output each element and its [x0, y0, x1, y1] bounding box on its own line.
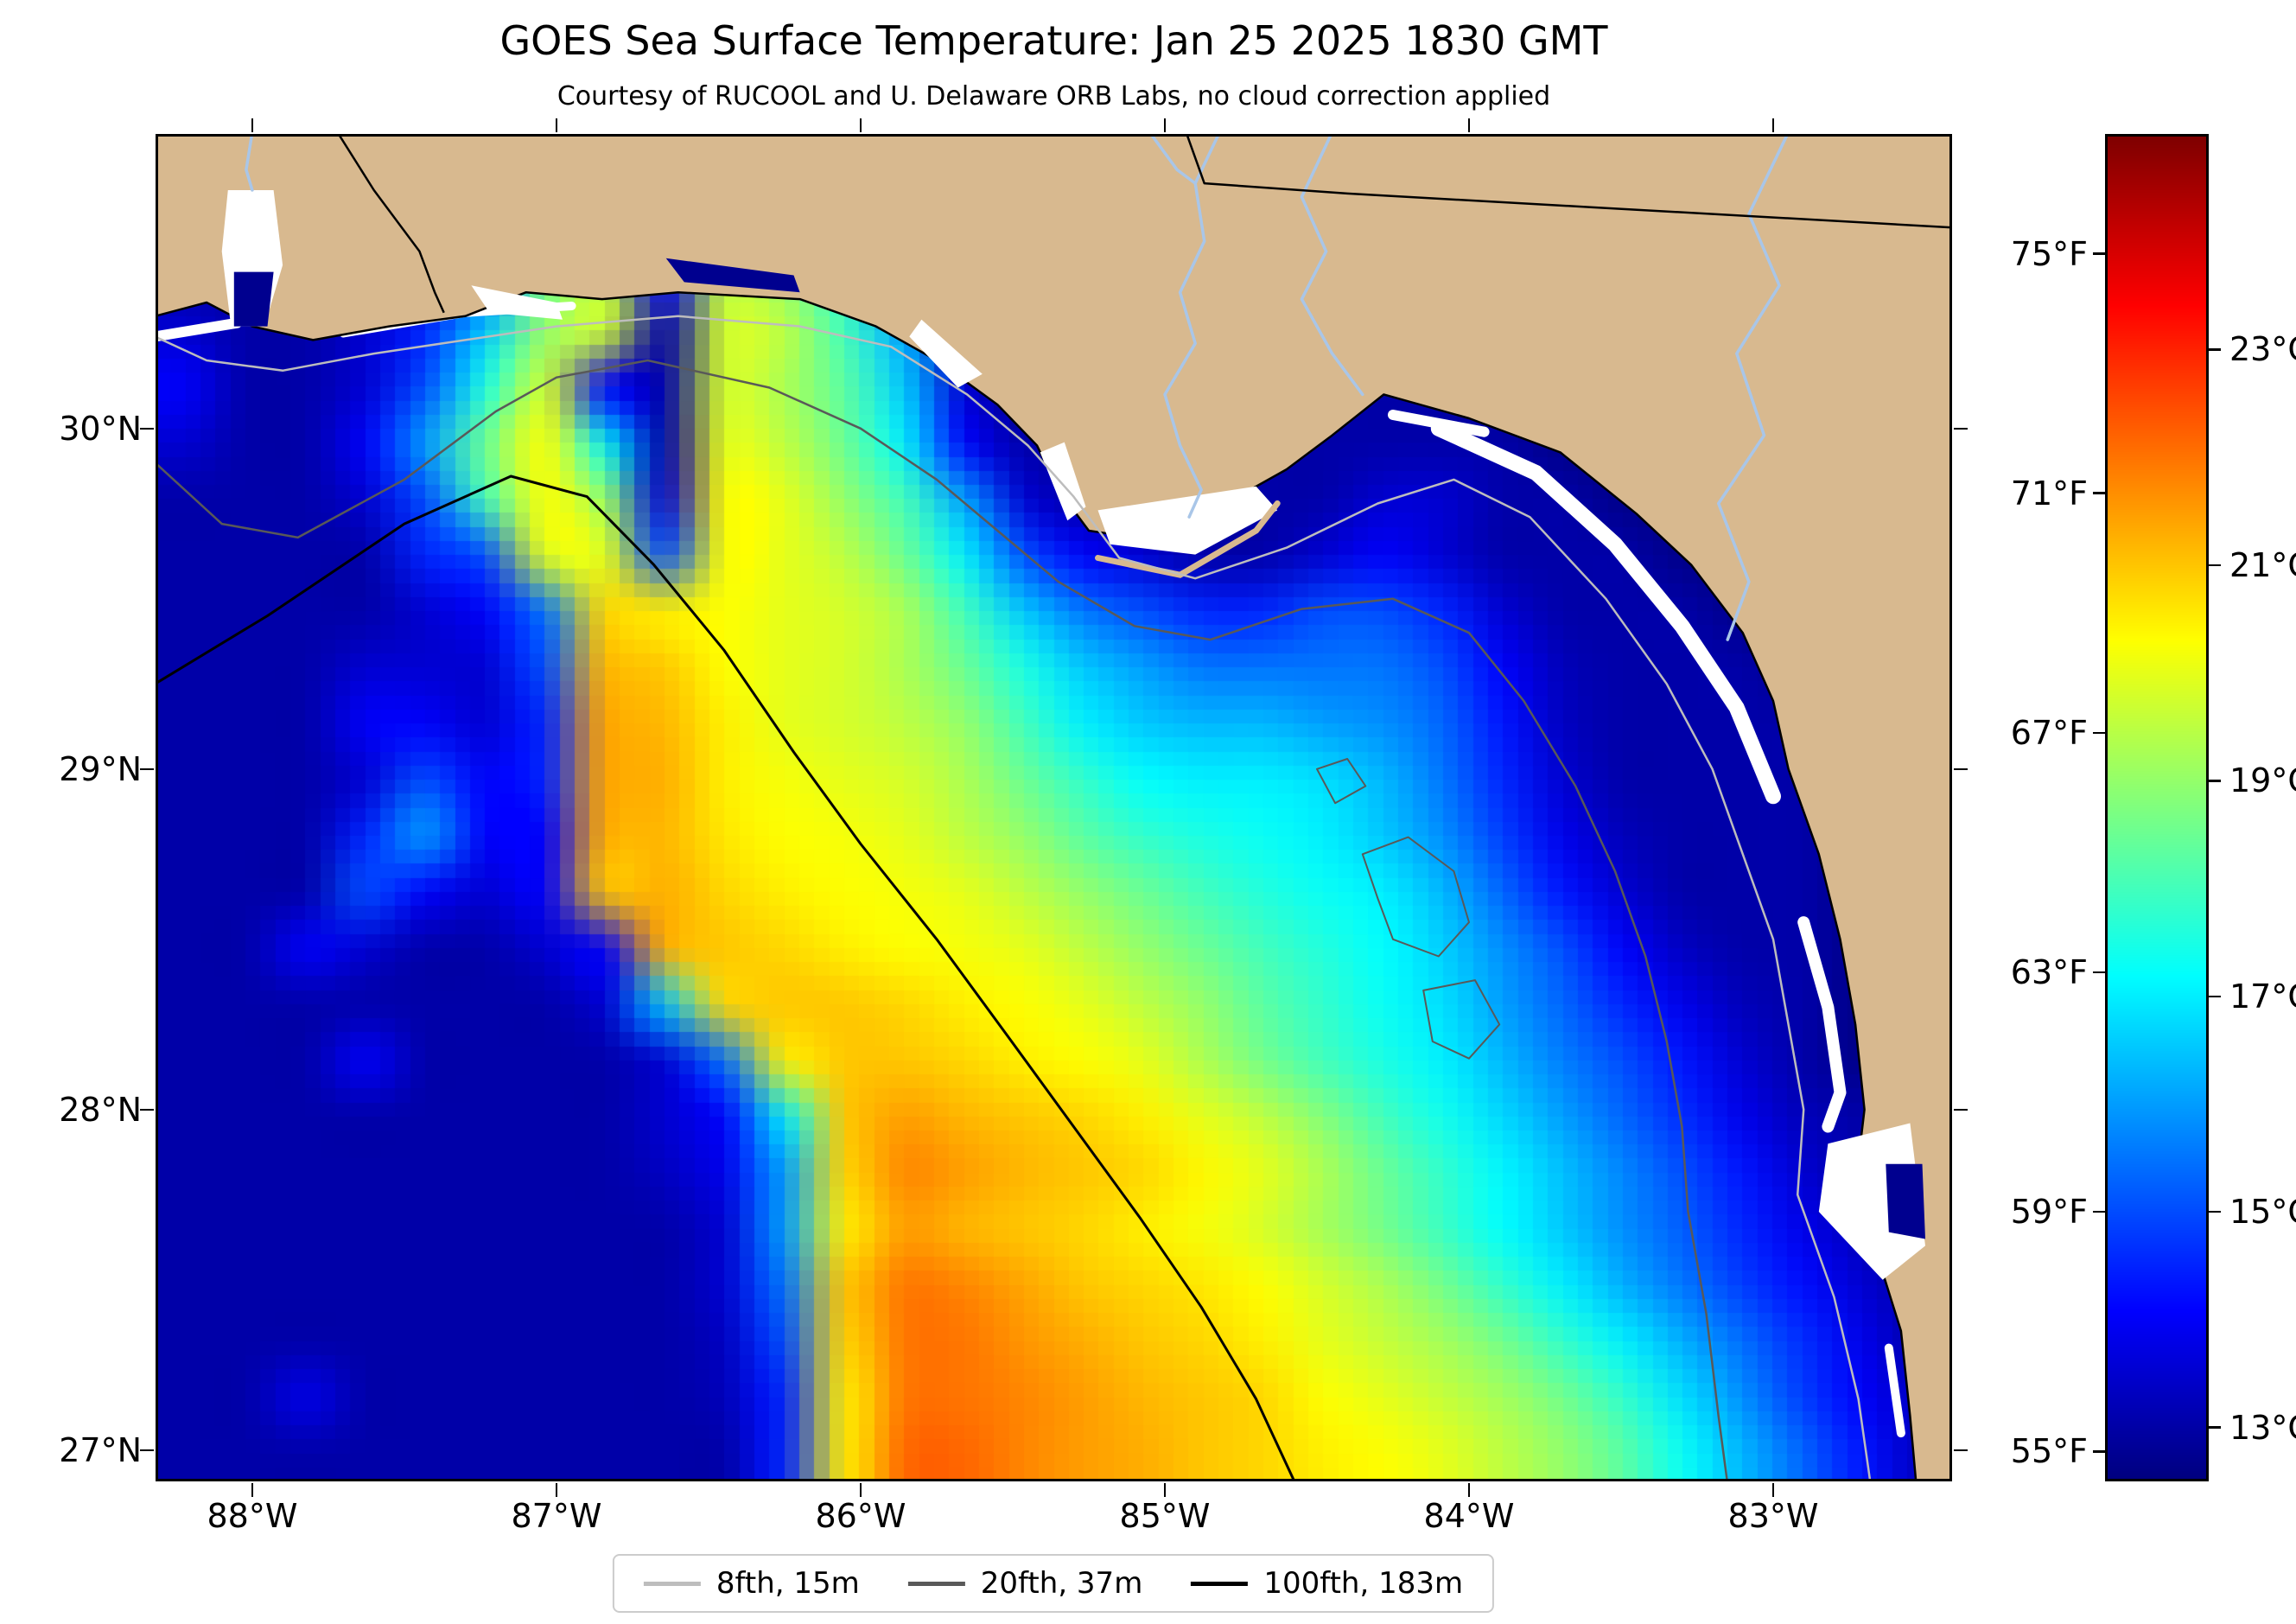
colorbar-tick-celsius [2209, 995, 2221, 997]
no-data-white-patch [1388, 410, 1490, 437]
y-tick-label: 28°N [59, 1090, 142, 1129]
legend-swatch-100fth [1191, 1581, 1249, 1586]
colorbar-label-fahrenheit: 59°F [2010, 1193, 2088, 1232]
y-tick-right [1954, 427, 1968, 430]
y-tick-right [1954, 767, 1968, 771]
chattahoochee-river [1148, 134, 1197, 185]
x-tick-top [859, 118, 862, 132]
legend: 8fth, 15m 20fth, 37m 100fth, 183m [612, 1554, 1495, 1613]
colorbar-label-celsius: 23°C [2229, 330, 2296, 369]
apalachicola-barrier-island [1095, 500, 1281, 578]
land [156, 134, 1952, 1481]
y-tick-label: 30°N [59, 409, 142, 448]
x-tick-bottom [555, 1483, 558, 1497]
colorbar-label-fahrenheit: 63°F [2010, 953, 2088, 992]
y-tick-label: 27°N [59, 1430, 142, 1469]
x-tick-label: 87°W [511, 1497, 602, 1535]
contour-20fth-37m [156, 359, 1729, 1481]
figure-subtitle: Courtesy of RUCOOL and U. Delaware ORB L… [557, 81, 1551, 111]
contour-middle-grounds-1 [1361, 836, 1470, 958]
apalachicola-river [1163, 134, 1221, 519]
colorbar-label-celsius: 15°C [2229, 1193, 2296, 1232]
y-tick-left [140, 767, 154, 771]
suwannee-river [1716, 134, 1790, 641]
x-tick-bottom [251, 1483, 254, 1497]
colorbar-label-celsius: 19°C [2229, 761, 2296, 800]
x-tick-top [251, 118, 254, 132]
x-tick-label: 88°W [207, 1497, 298, 1535]
colorbar-label-fahrenheit: 67°F [2010, 713, 2088, 752]
x-tick-bottom [859, 1483, 862, 1497]
colorbar-tick-celsius [2209, 780, 2221, 782]
figure-title: GOES Sea Surface Temperature: Jan 25 202… [499, 17, 1608, 64]
contour-8fth-15m [156, 315, 1872, 1481]
legend-item-20fth: 20fth, 37m [907, 1566, 1143, 1601]
y-tick-left [140, 1108, 154, 1111]
legend-item-8fth: 8fth, 15m [643, 1566, 860, 1601]
contour-middle-grounds-3 [1316, 758, 1367, 805]
x-tick-label: 84°W [1423, 1497, 1515, 1535]
colorbar-tick-fahrenheit [2093, 731, 2105, 735]
x-tick-top [1467, 118, 1471, 132]
x-tick-bottom [1163, 1483, 1167, 1497]
legend-label-100fth: 100fth, 183m [1263, 1566, 1464, 1601]
no-data-white-patch [1884, 1343, 1905, 1438]
ochlockonee-river [1300, 134, 1364, 397]
colorbar-tick-fahrenheit [2093, 1450, 2105, 1453]
contour-middle-grounds-2 [1422, 979, 1501, 1060]
colorbar-label-fahrenheit: 75°F [2010, 234, 2088, 273]
colorbar-gradient-canvas [2108, 137, 2206, 1479]
mobile-bay-water [233, 271, 274, 327]
st-andrew-bay [909, 319, 983, 388]
colorbar-label-celsius: 21°C [2229, 545, 2296, 584]
no-data-white-patch [1430, 420, 1781, 805]
x-tick-top [1163, 118, 1167, 132]
legend-swatch-20fth [907, 1581, 965, 1586]
legend-swatch-8fth [643, 1581, 701, 1586]
y-tick-right [1954, 1108, 1968, 1111]
colorbar-tick-celsius [2209, 1210, 2221, 1213]
y-tick-left [140, 1449, 154, 1451]
legend-item-100fth: 100fth, 183m [1191, 1566, 1463, 1601]
fl-al-state-line [337, 134, 445, 314]
map-overlay-svg [156, 134, 1952, 1481]
colorbar-label-celsius: 13°C [2229, 1408, 2296, 1447]
colorbar-label-fahrenheit: 71°F [2010, 474, 2088, 513]
legend-label-20fth: 20fth, 37m [980, 1566, 1143, 1601]
x-tick-bottom [1467, 1483, 1471, 1497]
x-tick-label: 83°W [1727, 1497, 1819, 1535]
colorbar-tick-fahrenheit [2093, 1210, 2105, 1213]
pensacola-bay [471, 285, 563, 320]
fl-ga-state-line [1185, 134, 1952, 229]
tampa-bay [1818, 1123, 1925, 1280]
colorbar-tick-fahrenheit [2093, 971, 2105, 974]
y-tick-label: 29°N [59, 749, 142, 788]
contour-100fth-183m [156, 474, 1296, 1481]
x-tick-top [1771, 118, 1775, 132]
st-joseph-bay [1040, 442, 1086, 521]
no-data-white-patch [1797, 916, 1847, 1133]
colorbar [2105, 134, 2209, 1481]
y-tick-right [1954, 1449, 1968, 1451]
map-plot-area [156, 134, 1952, 1481]
x-tick-bottom [1771, 1483, 1775, 1497]
colorbar-tick-fahrenheit [2093, 492, 2105, 494]
x-tick-top [555, 118, 558, 132]
choctawhatchee-bay [665, 258, 800, 293]
colorbar-label-celsius: 17°C [2229, 977, 2296, 1016]
apalachicola-bay [1097, 486, 1278, 555]
colorbar-label-fahrenheit: 55°F [2010, 1432, 2088, 1471]
no-data-white-patch [156, 317, 243, 342]
mobile-river [245, 134, 254, 192]
legend-label-8fth: 8fth, 15m [716, 1566, 860, 1601]
colorbar-tick-fahrenheit [2093, 252, 2105, 255]
x-tick-label: 85°W [1119, 1497, 1211, 1535]
colorbar-tick-celsius [2209, 1426, 2221, 1429]
tampa-bay-water [1886, 1163, 1925, 1239]
x-tick-label: 86°W [815, 1497, 906, 1535]
y-tick-left [140, 427, 154, 430]
colorbar-tick-celsius [2209, 348, 2221, 351]
colorbar-tick-celsius [2209, 564, 2221, 567]
